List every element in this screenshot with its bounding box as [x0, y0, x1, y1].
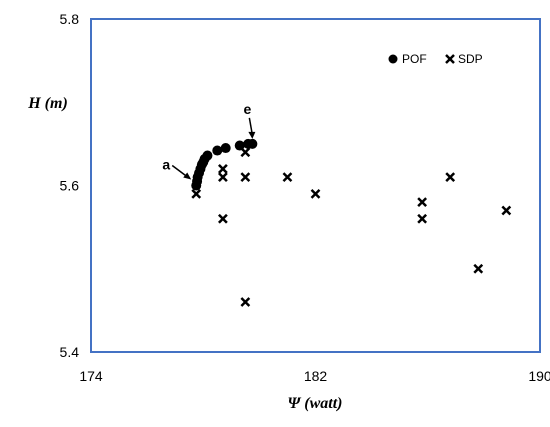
annotation-arrowhead-a — [183, 172, 192, 180]
legend-pof-label: POF — [402, 52, 427, 66]
y-tick-labels: 5.4 5.6 5.8 — [60, 11, 80, 360]
annotation-arrowhead-e — [248, 131, 256, 139]
legend-sdp-marker — [445, 54, 455, 64]
sdp-point — [473, 263, 484, 274]
y-tick-label: 5.4 — [60, 344, 80, 360]
pof-point — [202, 150, 213, 161]
annotation-label-e: e — [243, 101, 251, 117]
sdp-point — [282, 172, 293, 183]
x-tick-label: 190 — [528, 368, 550, 384]
plot-frame — [90, 18, 541, 353]
x-axis-title: Ψ (watt) — [287, 395, 342, 412]
pof-point — [212, 145, 223, 156]
sdp-point — [218, 213, 228, 224]
sdp-series — [191, 147, 512, 307]
legend-pof-marker — [388, 54, 398, 64]
sdp-point — [310, 188, 321, 199]
sdp-point — [445, 172, 456, 183]
y-tick-label: 5.8 — [60, 11, 80, 27]
pof-point — [234, 140, 245, 151]
y-tick-label: 5.6 — [60, 178, 80, 194]
sdp-point — [240, 172, 251, 183]
legend: POF SDP — [388, 52, 483, 66]
annotation-label-a: a — [162, 157, 170, 173]
x-tick-label: 174 — [79, 368, 103, 384]
sdp-point — [240, 297, 251, 307]
sdp-point — [501, 205, 512, 216]
y-axis-title: H (m) — [27, 95, 68, 112]
x-tick-labels: 174 182 190 — [79, 368, 550, 384]
sdp-point — [218, 163, 228, 174]
sdp-point — [417, 213, 428, 224]
legend-sdp-label: SDP — [458, 52, 483, 66]
sdp-point — [417, 197, 428, 208]
annotations: ae — [162, 101, 256, 180]
pof-point — [247, 138, 258, 149]
pof-point — [220, 143, 231, 154]
x-tick-label: 182 — [304, 368, 328, 384]
sdp-point — [191, 188, 202, 199]
pof-series — [191, 138, 258, 191]
sdp-point — [218, 172, 228, 183]
